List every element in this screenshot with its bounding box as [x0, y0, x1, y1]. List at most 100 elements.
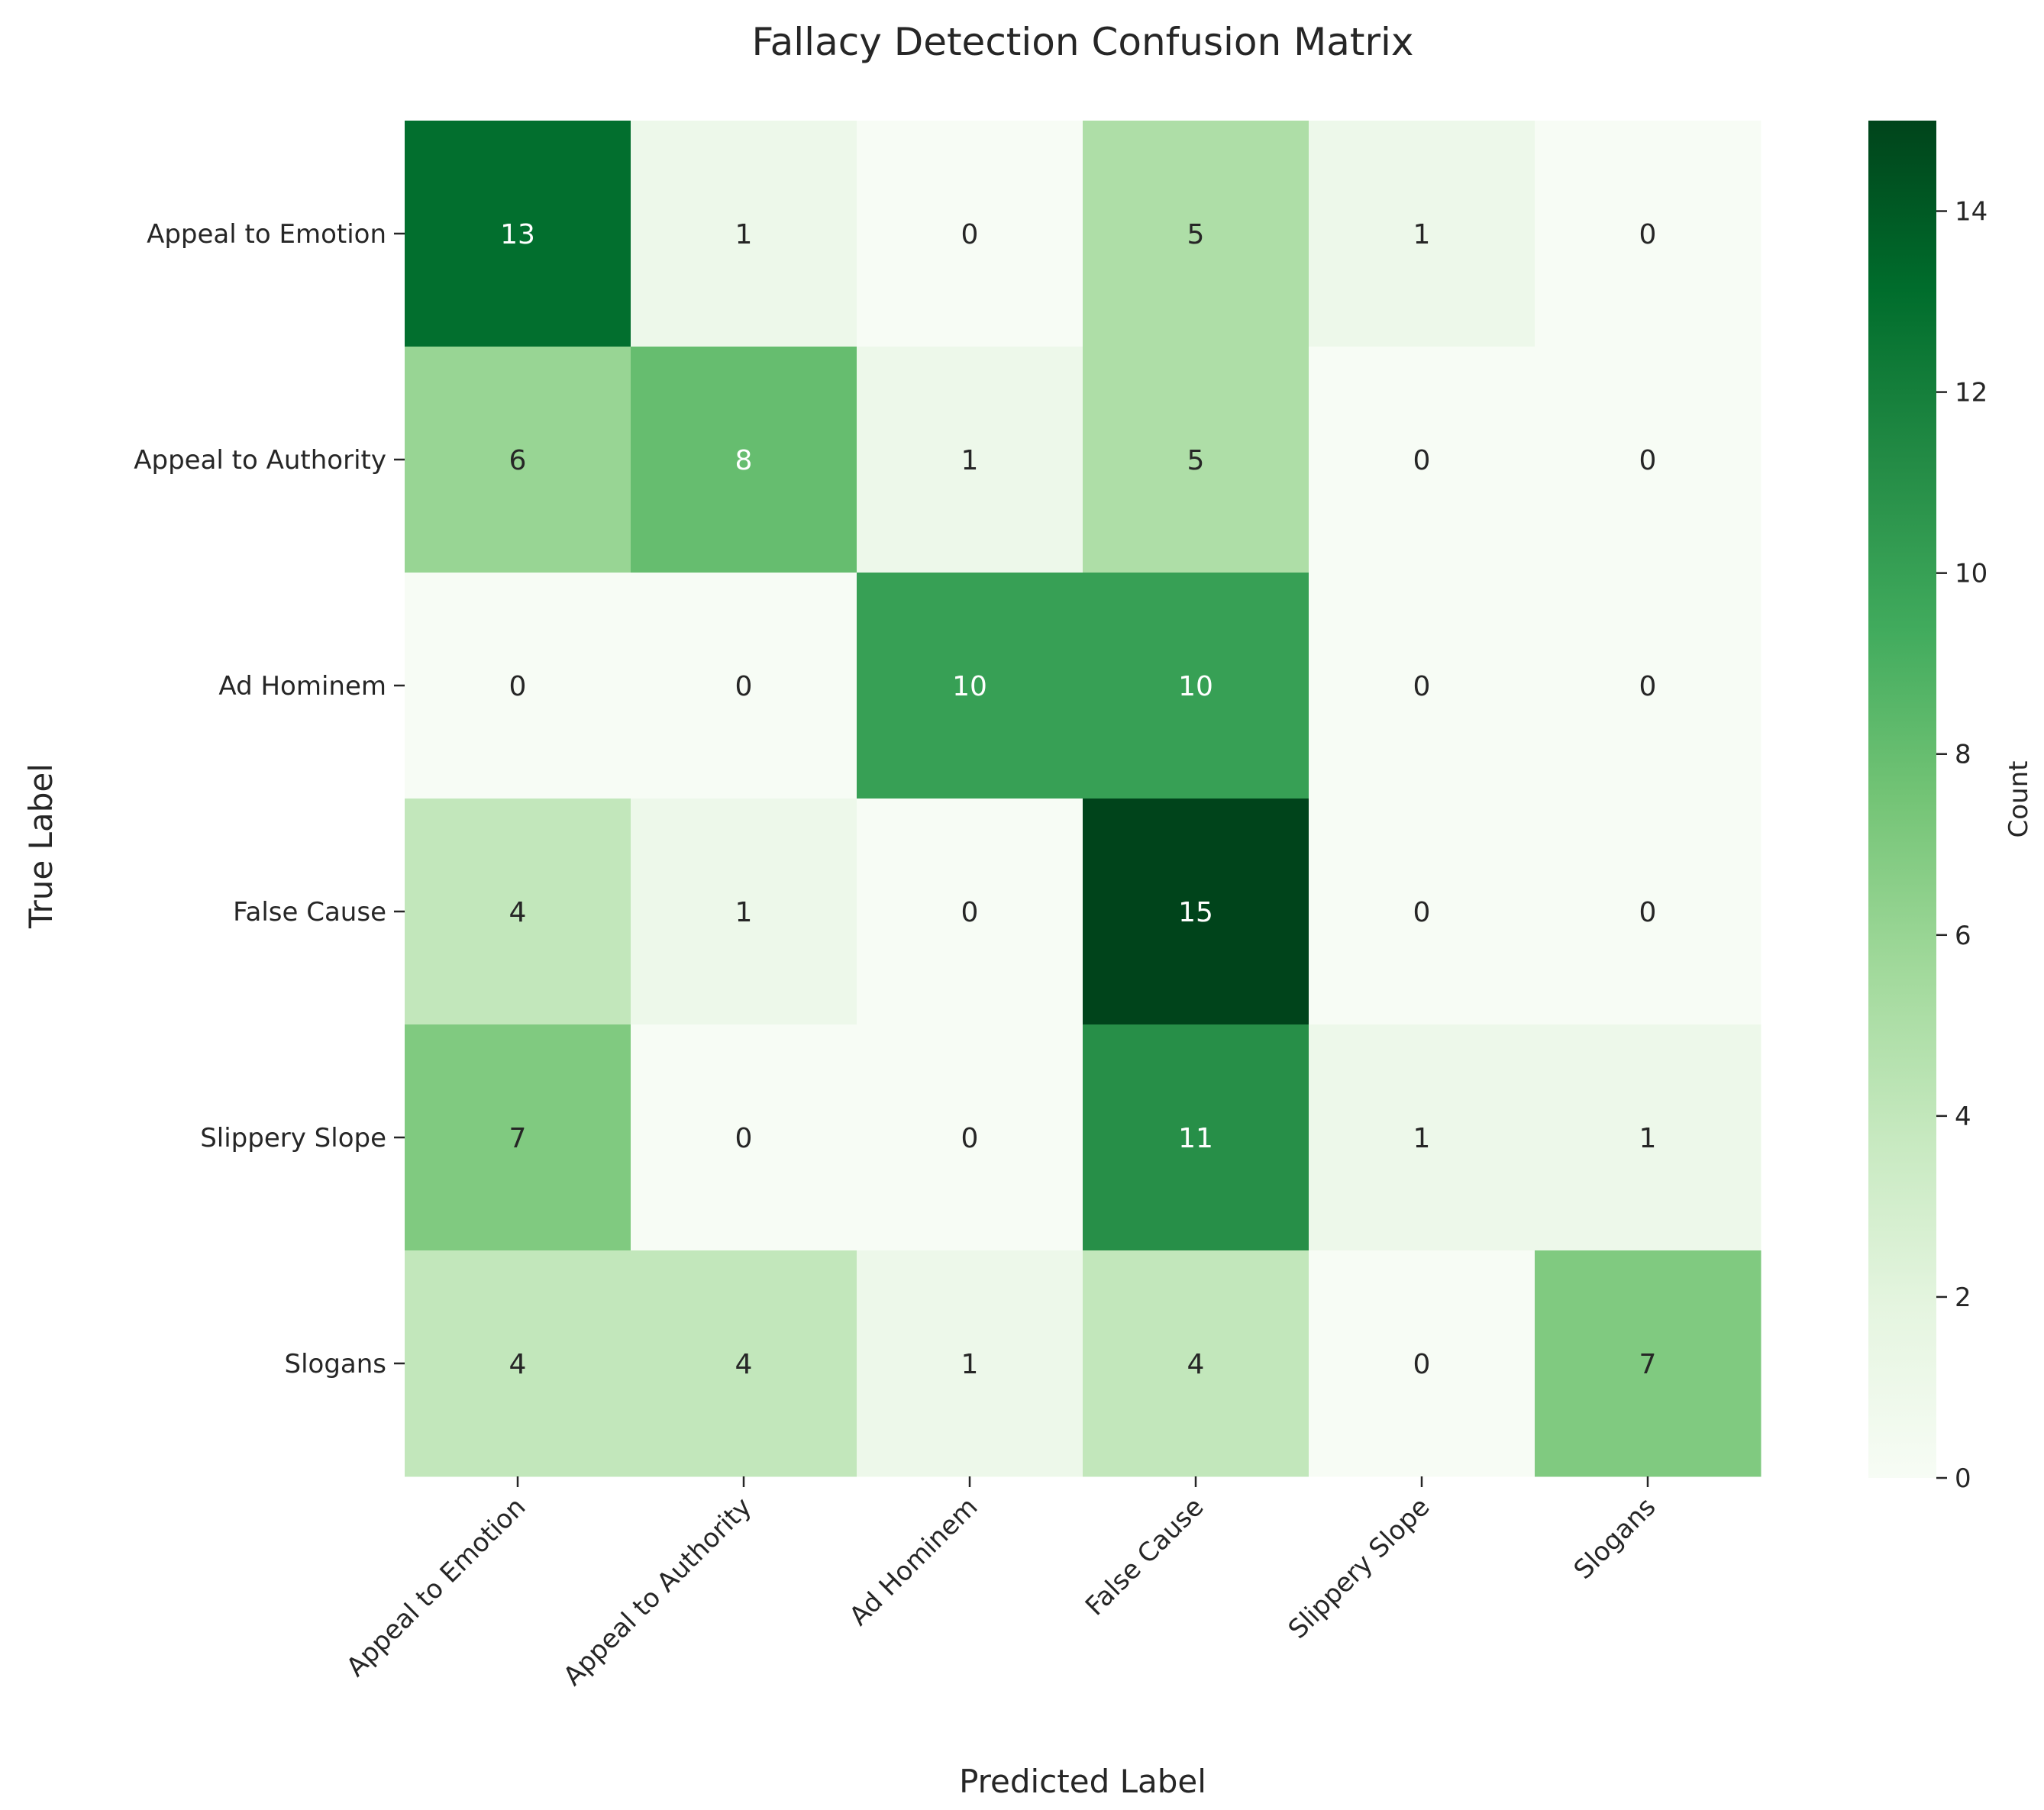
cell-value-r5-c3: 4 — [1187, 1349, 1205, 1380]
cell-value-r0-c0: 13 — [500, 219, 535, 250]
cell-value-r5-c5: 7 — [1639, 1349, 1657, 1380]
cell-value-r0-c4: 1 — [1413, 219, 1431, 250]
y-tick-label-slippery-slope: Slippery Slope — [200, 1123, 386, 1153]
heatmap-cell-r3-c3 — [1083, 799, 1309, 1025]
cell-value-r2-c0: 0 — [509, 671, 527, 702]
colorbar: 0 2 4 6 8 10 12 14 Count — [1868, 121, 2034, 1494]
colorbar-tick-label-0: 0 — [1955, 1463, 1971, 1494]
colorbar-tick-label-10: 10 — [1955, 559, 1987, 589]
colorbar-ticks: 0 2 4 6 8 10 12 14 — [1936, 197, 1987, 1494]
heatmap-cell-r2-c5 — [1535, 573, 1761, 799]
cell-value-r0-c1: 1 — [735, 219, 753, 250]
y-axis: Appeal to Emotion Appeal to Authority Ad H… — [134, 219, 405, 1379]
y-tick-label-false-cause: False Cause — [233, 897, 386, 928]
x-axis-label: Predicted Label — [959, 1763, 1206, 1800]
y-tick-label-ad-hominem: Ad Hominem — [218, 671, 386, 702]
colorbar-tick-label-8: 8 — [1955, 740, 1971, 770]
heatmap-cell-r5-c1 — [631, 1250, 857, 1477]
y-axis-label: True Label — [22, 763, 60, 929]
heatmap-cell-r0-c3 — [1083, 121, 1309, 347]
colorbar-tick-label-14: 14 — [1955, 197, 1987, 227]
x-tick-label-ad-hominem: Ad Hominem — [844, 1492, 984, 1632]
heatmap-cell-r5-c4 — [1309, 1250, 1535, 1477]
cell-value-r4-c1: 0 — [735, 1123, 753, 1154]
colorbar-tick-label-12: 12 — [1955, 378, 1987, 408]
cell-value-r4-c2: 0 — [961, 1123, 979, 1154]
cell-value-r1-c1: 8 — [735, 445, 753, 476]
colorbar-gradient — [1868, 121, 1936, 1478]
heatmap-cells — [405, 121, 1761, 1477]
heatmap-cell-r0-c4 — [1309, 121, 1535, 347]
cell-value-r1-c4: 0 — [1413, 445, 1431, 476]
cell-value-r2-c3: 10 — [1178, 671, 1213, 702]
heatmap-cell-r4-c4 — [1309, 1024, 1535, 1251]
x-tick-label-false-cause: False Cause — [1080, 1492, 1209, 1621]
heatmap-cell-r5-c2 — [857, 1250, 1083, 1477]
y-tick-label-appeal-to-authority: Appeal to Authority — [134, 445, 386, 476]
cell-value-r1-c5: 0 — [1639, 445, 1657, 476]
cell-value-r1-c3: 5 — [1187, 445, 1205, 476]
heatmap-cell-r0-c0 — [405, 121, 631, 347]
heatmap-cell-r3-c5 — [1535, 799, 1761, 1025]
heatmap-cell-r3-c4 — [1309, 799, 1535, 1025]
heatmap-cell-r5-c5 — [1535, 1250, 1761, 1477]
colorbar-tick-label-2: 2 — [1955, 1282, 1971, 1313]
cell-value-r4-c5: 1 — [1639, 1123, 1657, 1154]
heatmap-cell-r3-c0 — [405, 799, 631, 1025]
heatmap-cell-labels: 13 1 0 5 1 06 8 1 5 0 00 0 10 10 0 04 1 0 15 0 07 0 0 11 1 14 4 1 4 0… — [500, 219, 1656, 1380]
heatmap-cell-r0-c5 — [1535, 121, 1761, 347]
cell-value-r5-c1: 4 — [735, 1349, 753, 1380]
y-tick-label-slogans: Slogans — [284, 1349, 386, 1379]
heatmap-cell-r1-c1 — [631, 347, 857, 573]
cell-value-r2-c5: 0 — [1639, 671, 1657, 702]
x-tick-label-slippery-slope: Slippery Slope — [1283, 1492, 1436, 1645]
cell-value-r3-c4: 0 — [1413, 897, 1431, 928]
heatmap-cell-r4-c0 — [405, 1024, 631, 1251]
cell-value-r3-c2: 0 — [961, 897, 979, 928]
heatmap-cell-r4-c5 — [1535, 1024, 1761, 1251]
heatmap-cell-r0-c2 — [857, 121, 1083, 347]
cell-value-r2-c2: 10 — [952, 671, 987, 702]
heatmap-cell-r2-c3 — [1083, 573, 1309, 799]
y-tick-label-appeal-to-emotion: Appeal to Emotion — [147, 219, 386, 250]
heatmap-cell-r0-c1 — [631, 121, 857, 347]
cell-value-r4-c3: 11 — [1178, 1123, 1213, 1154]
cell-value-r2-c4: 0 — [1413, 671, 1431, 702]
cell-value-r3-c3: 15 — [1178, 897, 1213, 928]
heatmap-cell-r3-c1 — [631, 799, 857, 1025]
cell-value-r0-c5: 0 — [1639, 219, 1657, 250]
heatmap-cell-r1-c2 — [857, 347, 1083, 573]
x-tick-label-appeal-to-authority: Appeal to Authority — [557, 1492, 757, 1692]
heatmap-cell-r1-c3 — [1083, 347, 1309, 573]
colorbar-label: Count — [2004, 761, 2034, 838]
x-tick-label-slogans: Slogans — [1568, 1492, 1662, 1586]
chart-title: Fallacy Detection Confusion Matrix — [751, 20, 1413, 64]
heatmap-cell-r5-c3 — [1083, 1250, 1309, 1477]
cell-value-r5-c0: 4 — [509, 1349, 527, 1380]
heatmap-cell-r5-c0 — [405, 1250, 631, 1477]
heatmap-cell-r1-c0 — [405, 347, 631, 573]
cell-value-r0-c2: 0 — [961, 219, 979, 250]
x-tick-label-appeal-to-emotion: Appeal to Emotion — [341, 1492, 531, 1683]
heatmap-cell-r2-c0 — [405, 573, 631, 799]
heatmap-cell-r3-c2 — [857, 799, 1083, 1025]
heatmap-cell-r1-c5 — [1535, 347, 1761, 573]
heatmap-cell-r2-c1 — [631, 573, 857, 799]
colorbar-tick-label-6: 6 — [1955, 921, 1971, 951]
cell-value-r3-c5: 0 — [1639, 897, 1657, 928]
cell-value-r1-c2: 1 — [961, 445, 979, 476]
cell-value-r2-c1: 0 — [735, 671, 753, 702]
cell-value-r3-c1: 1 — [735, 897, 753, 928]
cell-value-r5-c2: 1 — [961, 1349, 979, 1380]
heatmap-cell-r1-c4 — [1309, 347, 1535, 573]
colorbar-tick-label-4: 4 — [1955, 1102, 1971, 1132]
cell-value-r4-c4: 1 — [1413, 1123, 1431, 1154]
cell-value-r3-c0: 4 — [509, 897, 527, 928]
heatmap-cell-r4-c1 — [631, 1024, 857, 1251]
heatmap-cell-r2-c4 — [1309, 573, 1535, 799]
cell-value-r4-c0: 7 — [509, 1123, 527, 1154]
x-axis: Appeal to Emotion Appeal to Authority Ad H… — [341, 1476, 1661, 1692]
heatmap-cell-r2-c2 — [857, 573, 1083, 799]
